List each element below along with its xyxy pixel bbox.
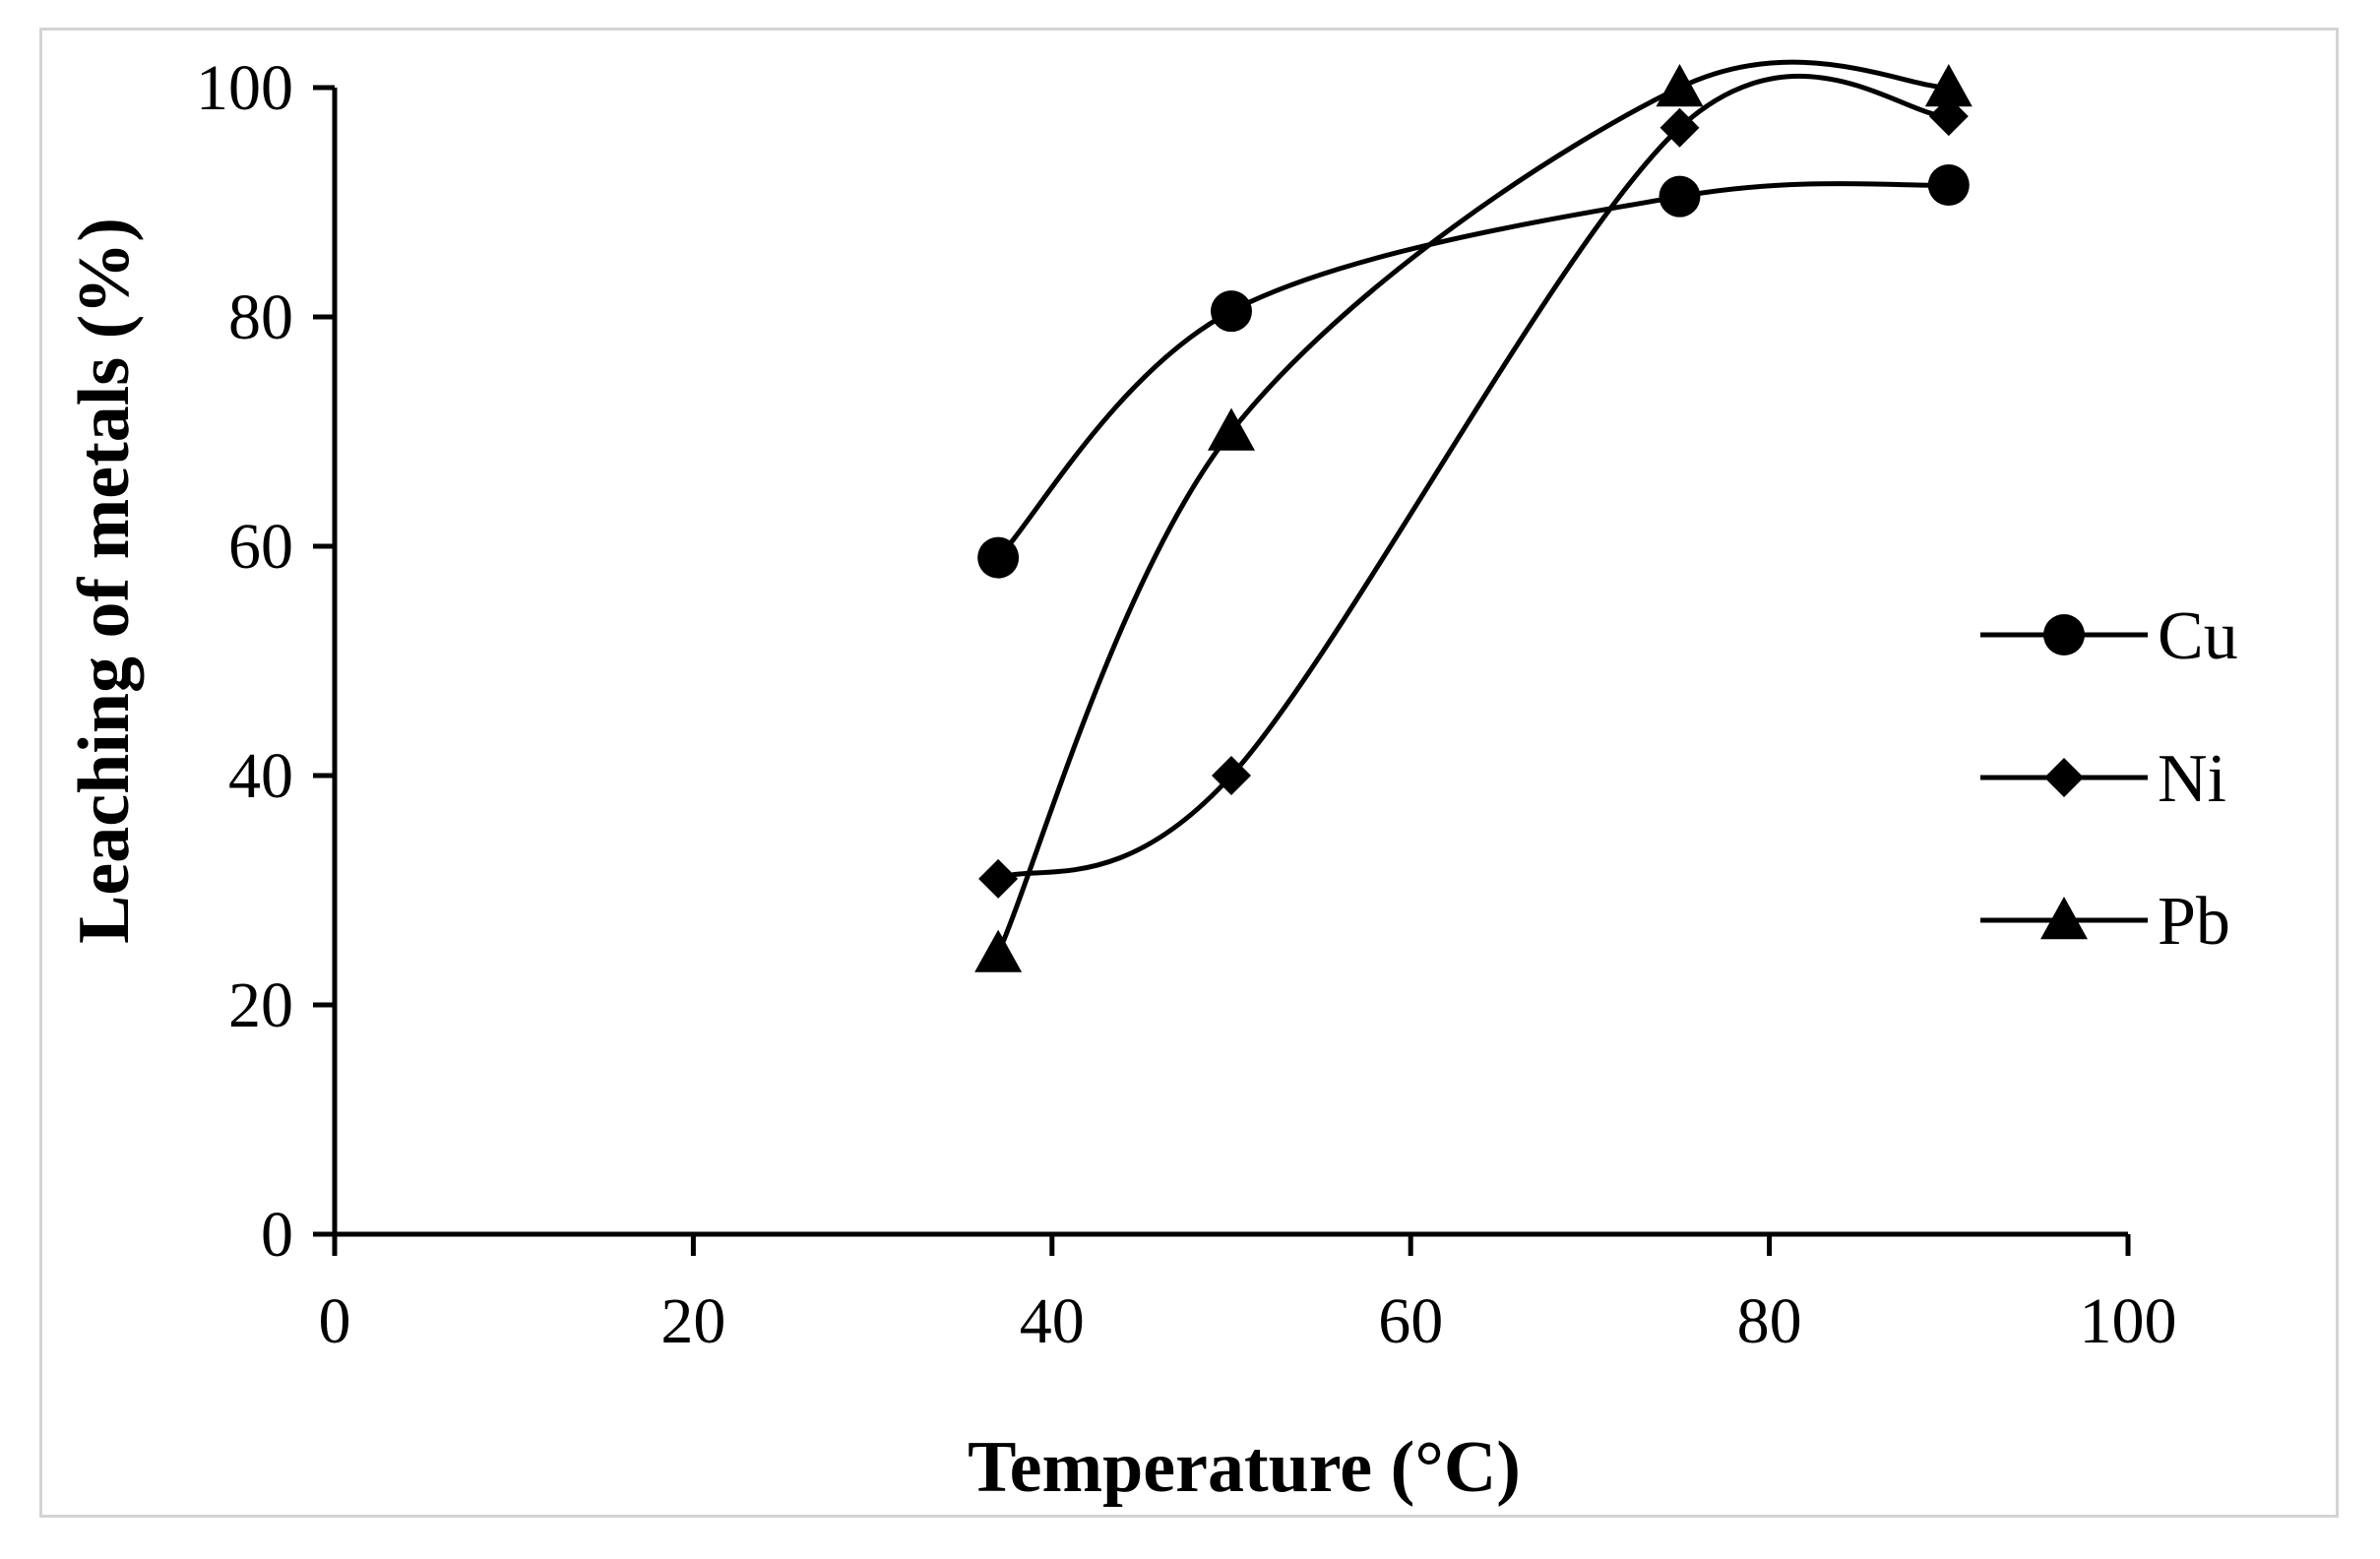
- legend-marker-pb: [2040, 897, 2088, 940]
- x-tick-label: 40: [1020, 1285, 1085, 1357]
- data-point-ni: [1660, 107, 1700, 148]
- legend-marker-ni: [2044, 758, 2084, 797]
- data-point-ni: [978, 858, 1019, 899]
- y-tick-label: 100: [196, 52, 293, 124]
- x-axis-title: Temperature (°C): [968, 1427, 1521, 1508]
- legend-label-pb: Pb: [2158, 884, 2230, 960]
- x-tick-label: 20: [660, 1285, 725, 1357]
- x-tick-label: 0: [319, 1285, 351, 1357]
- series-ni-line: [997, 73, 1949, 882]
- x-tick-label: 60: [1378, 1285, 1443, 1357]
- legend-marker-cu: [2043, 614, 2085, 655]
- series-cu-line: [996, 181, 1949, 560]
- axes: 0 20 40 60 80 100 0 20 40 60 80 100: [196, 52, 2177, 1357]
- y-axis-title: Leaching of metals (%): [64, 218, 145, 944]
- legend-item-cu: Cu: [1980, 598, 2238, 674]
- data-point-cu: [1927, 164, 1970, 207]
- series-layer: [974, 59, 1973, 972]
- legend-item-pb: Pb: [1980, 884, 2230, 960]
- data-point-cu: [1211, 290, 1252, 333]
- chart-frame: [39, 28, 2339, 1518]
- data-point-pb: [1208, 407, 1255, 451]
- y-tick-label: 80: [228, 281, 293, 353]
- data-point-pb: [1656, 64, 1704, 107]
- series-ni: [978, 73, 1969, 899]
- legend-item-ni: Ni: [1980, 741, 2226, 817]
- series-cu: [977, 164, 1970, 579]
- series-pb-line: [995, 59, 1949, 955]
- y-tick-label: 20: [228, 969, 293, 1041]
- legend: Cu Ni Pb: [1980, 598, 2238, 960]
- legend-label-ni: Ni: [2158, 741, 2226, 817]
- x-tick-label: 100: [2080, 1285, 2177, 1357]
- x-tick-label: 80: [1737, 1285, 1802, 1357]
- y-tick-label: 60: [228, 511, 293, 583]
- data-point-pb: [974, 929, 1023, 972]
- data-point-cu: [977, 536, 1020, 579]
- data-point-cu: [1659, 175, 1701, 218]
- y-tick-label: 40: [228, 740, 293, 812]
- series-pb: [974, 59, 1973, 972]
- legend-label-cu: Cu: [2158, 598, 2238, 674]
- y-tick-label: 0: [261, 1199, 293, 1271]
- data-point-ni: [1212, 756, 1251, 795]
- data-point-pb: [1924, 64, 1973, 107]
